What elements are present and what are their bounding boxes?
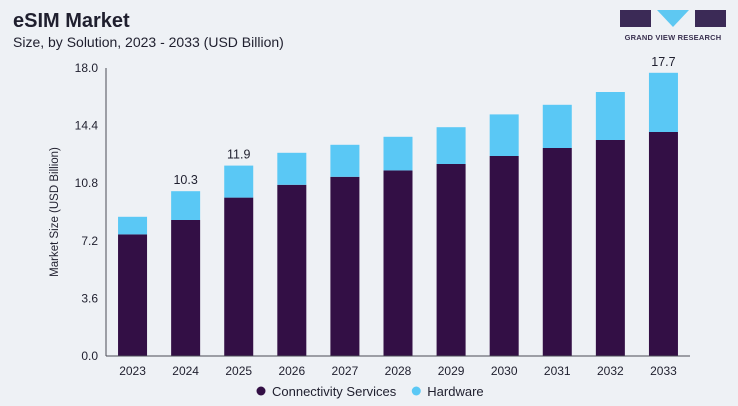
- chart-subtitle: Size, by Solution, 2023 - 2033 (USD Bill…: [13, 34, 284, 50]
- bar-hardware-2030: [489, 114, 519, 156]
- logo-block-left: [620, 10, 651, 27]
- legend-marker-hardware: [411, 386, 421, 396]
- x-tick-label: 2023: [119, 364, 146, 378]
- grand-view-research-logo: [620, 10, 726, 27]
- data-label-2025: 11.9: [227, 148, 250, 162]
- bar-hardware-2033: [648, 72, 678, 132]
- bar-connectivity-services-2029: [436, 164, 466, 356]
- bar-hardware-2026: [277, 152, 307, 185]
- bar-connectivity-services-2033: [648, 132, 678, 356]
- bars: [118, 72, 678, 356]
- x-tick-label: 2032: [597, 364, 624, 378]
- legend-label-connectivity-services: Connectivity Services: [272, 384, 397, 399]
- legend: Connectivity Services Hardware: [256, 384, 484, 399]
- y-tick-label: 10.8: [75, 176, 99, 190]
- bar-hardware-2024: [171, 191, 201, 220]
- bar-connectivity-services-2027: [330, 176, 360, 356]
- bar-connectivity-services-2030: [489, 156, 519, 356]
- data-labels: 10.3 11.9 17.7: [173, 55, 675, 187]
- y-axis: 0.0 3.6 7.2 10.8 14.4 18.0: [75, 61, 107, 363]
- x-tick-label: 2025: [225, 364, 252, 378]
- y-tick-label: 14.4: [75, 119, 99, 133]
- bar-hardware-2023: [118, 216, 148, 235]
- x-tick-label: 2033: [650, 364, 677, 378]
- x-tick-label: 2031: [544, 364, 571, 378]
- legend-marker-connectivity-services: [256, 386, 266, 396]
- y-tick-label: 7.2: [81, 234, 98, 248]
- y-tick-label: 3.6: [81, 291, 98, 305]
- data-label-2024: 10.3: [173, 173, 197, 187]
- logo-chevron: [657, 10, 689, 27]
- bar-hardware-2025: [224, 165, 254, 198]
- bar-connectivity-services-2024: [171, 220, 201, 356]
- bar-hardware-2031: [542, 104, 572, 148]
- x-tick-label: 2027: [332, 364, 359, 378]
- x-tick-label: 2029: [438, 364, 465, 378]
- bar-hardware-2028: [383, 136, 413, 171]
- bar-connectivity-services-2025: [224, 197, 254, 356]
- bar-hardware-2027: [330, 144, 360, 177]
- x-tick-label: 2030: [491, 364, 518, 378]
- bar-connectivity-services-2031: [542, 148, 572, 356]
- x-tick-label: 2028: [385, 364, 412, 378]
- chart-title: eSIM Market: [13, 10, 130, 32]
- legend-label-hardware: Hardware: [427, 384, 483, 399]
- bar-connectivity-services-2026: [277, 184, 307, 356]
- bar-hardware-2032: [595, 92, 625, 140]
- x-axis: 2023 2024 2025 2026 2027 2028 2029 2030 2031 2032…: [106, 355, 690, 378]
- y-tick-label: 0.0: [81, 349, 98, 363]
- bar-hardware-2029: [436, 127, 466, 164]
- data-label-2033: 17.7: [651, 55, 675, 69]
- bar-connectivity-services-2023: [118, 234, 148, 356]
- bar-connectivity-services-2028: [383, 170, 413, 356]
- brand-name: GRAND VIEW RESEARCH: [624, 33, 722, 42]
- y-axis-label: Market Size (USD Billion): [49, 147, 61, 277]
- logo-block-right: [695, 10, 726, 27]
- x-tick-label: 2026: [278, 364, 305, 378]
- bar-connectivity-services-2032: [595, 140, 625, 356]
- y-tick-label: 18.0: [75, 61, 99, 75]
- x-tick-label: 2024: [172, 364, 199, 378]
